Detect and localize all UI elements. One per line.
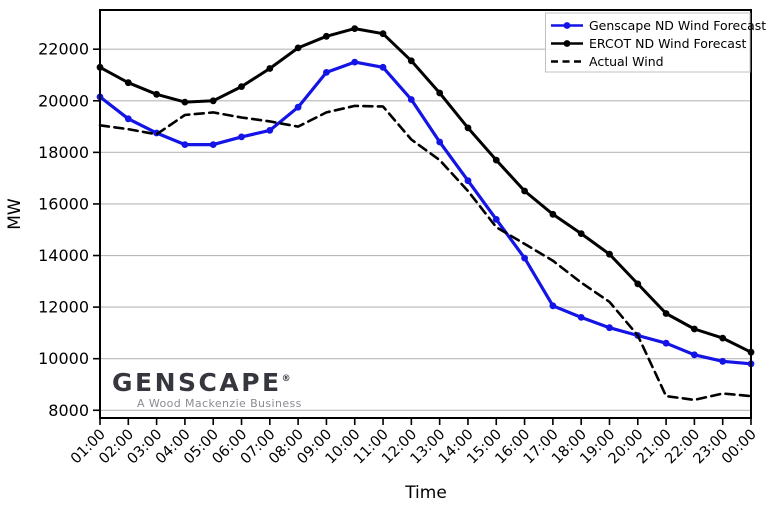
data-point (464, 124, 472, 132)
plot-frame (99, 9, 752, 419)
legend: Genscape ND Wind Forecast ERCOT ND Wind F… (545, 12, 766, 73)
data-point (407, 57, 415, 65)
data-point (238, 133, 245, 141)
data-point (691, 325, 698, 333)
data-point (124, 79, 132, 87)
y-tick-label: 18000 (38, 143, 89, 162)
data-point (181, 98, 189, 106)
series-ercot-nd-wind-forecast-line (98, 27, 753, 354)
data-point (181, 141, 189, 149)
y-tick-label: 14000 (38, 246, 89, 265)
data-point (351, 58, 359, 66)
data-point (379, 30, 387, 38)
data-point (153, 90, 161, 98)
data-point (521, 254, 528, 262)
logo-tagline: A Wood Mackenzie Business (137, 397, 302, 410)
series-genscape-nd-wind-forecast-line (98, 60, 753, 366)
series-genscape-nd-wind-forecast-markers (96, 58, 755, 368)
series-actual-wind-line (98, 104, 753, 402)
data-point (662, 310, 670, 317)
y-tick-label: 22000 (38, 40, 89, 59)
data-point (323, 32, 330, 40)
data-point (549, 210, 557, 218)
data-point (719, 334, 727, 342)
data-point (124, 115, 132, 123)
data-point (351, 25, 359, 32)
y-tick-label: 8000 (48, 401, 89, 420)
legend-label: ERCOT ND Wind Forecast (589, 36, 746, 51)
data-point (266, 65, 274, 72)
data-point (266, 126, 274, 134)
y-tick-label: 20000 (38, 91, 89, 110)
legend-item-genscape-nd-wind-forecast: Genscape ND Wind Forecast (551, 18, 766, 33)
data-point (549, 302, 557, 310)
data-point (634, 280, 642, 288)
data-point (209, 141, 217, 149)
legend-label: Actual Wind (589, 54, 664, 69)
genscape-logo: GENSCAPE® A Wood Mackenzie Business (112, 368, 302, 410)
legend-item-actual-wind: Actual Wind (551, 54, 664, 69)
logo-wordmark: GENSCAPE® (112, 368, 293, 397)
y-tick-label: 16000 (38, 194, 89, 213)
data-point (577, 314, 585, 321)
data-point (691, 351, 698, 359)
data-point (464, 177, 472, 185)
data-point (238, 83, 245, 90)
data-point (492, 156, 500, 164)
data-point (606, 250, 613, 258)
data-point (407, 96, 415, 103)
data-point (492, 216, 500, 223)
data-point (379, 63, 387, 71)
data-point (294, 44, 302, 52)
y-tick-label: 10000 (38, 349, 89, 368)
legend-item-ercot-nd-wind-forecast: ERCOT ND Wind Forecast (551, 36, 746, 51)
data-point (323, 69, 330, 76)
x-axis-title: Time (404, 483, 447, 503)
data-point (719, 357, 727, 365)
data-point (577, 230, 585, 238)
data-point (606, 324, 613, 332)
legend-marker-sample (563, 22, 571, 29)
data-point (436, 89, 444, 97)
y-axis-title: MW (5, 198, 25, 230)
y-tick-label: 12000 (38, 298, 89, 317)
x-axis: 01:0002:0003:0004:0005:0006:0007:0008:00… (68, 418, 760, 467)
legend-label: Genscape ND Wind Forecast (589, 18, 766, 33)
data-point (521, 187, 528, 195)
gridlines (100, 48, 751, 411)
data-point (209, 97, 217, 105)
data-point (436, 138, 444, 146)
y-axis: 8000 10000 12000 14000 16000 18000 20000 22000 (38, 40, 100, 420)
data-point (294, 103, 302, 111)
series-ercot-nd-wind-forecast-markers (96, 25, 755, 356)
data-point (662, 339, 670, 347)
legend-marker-sample (563, 40, 571, 47)
